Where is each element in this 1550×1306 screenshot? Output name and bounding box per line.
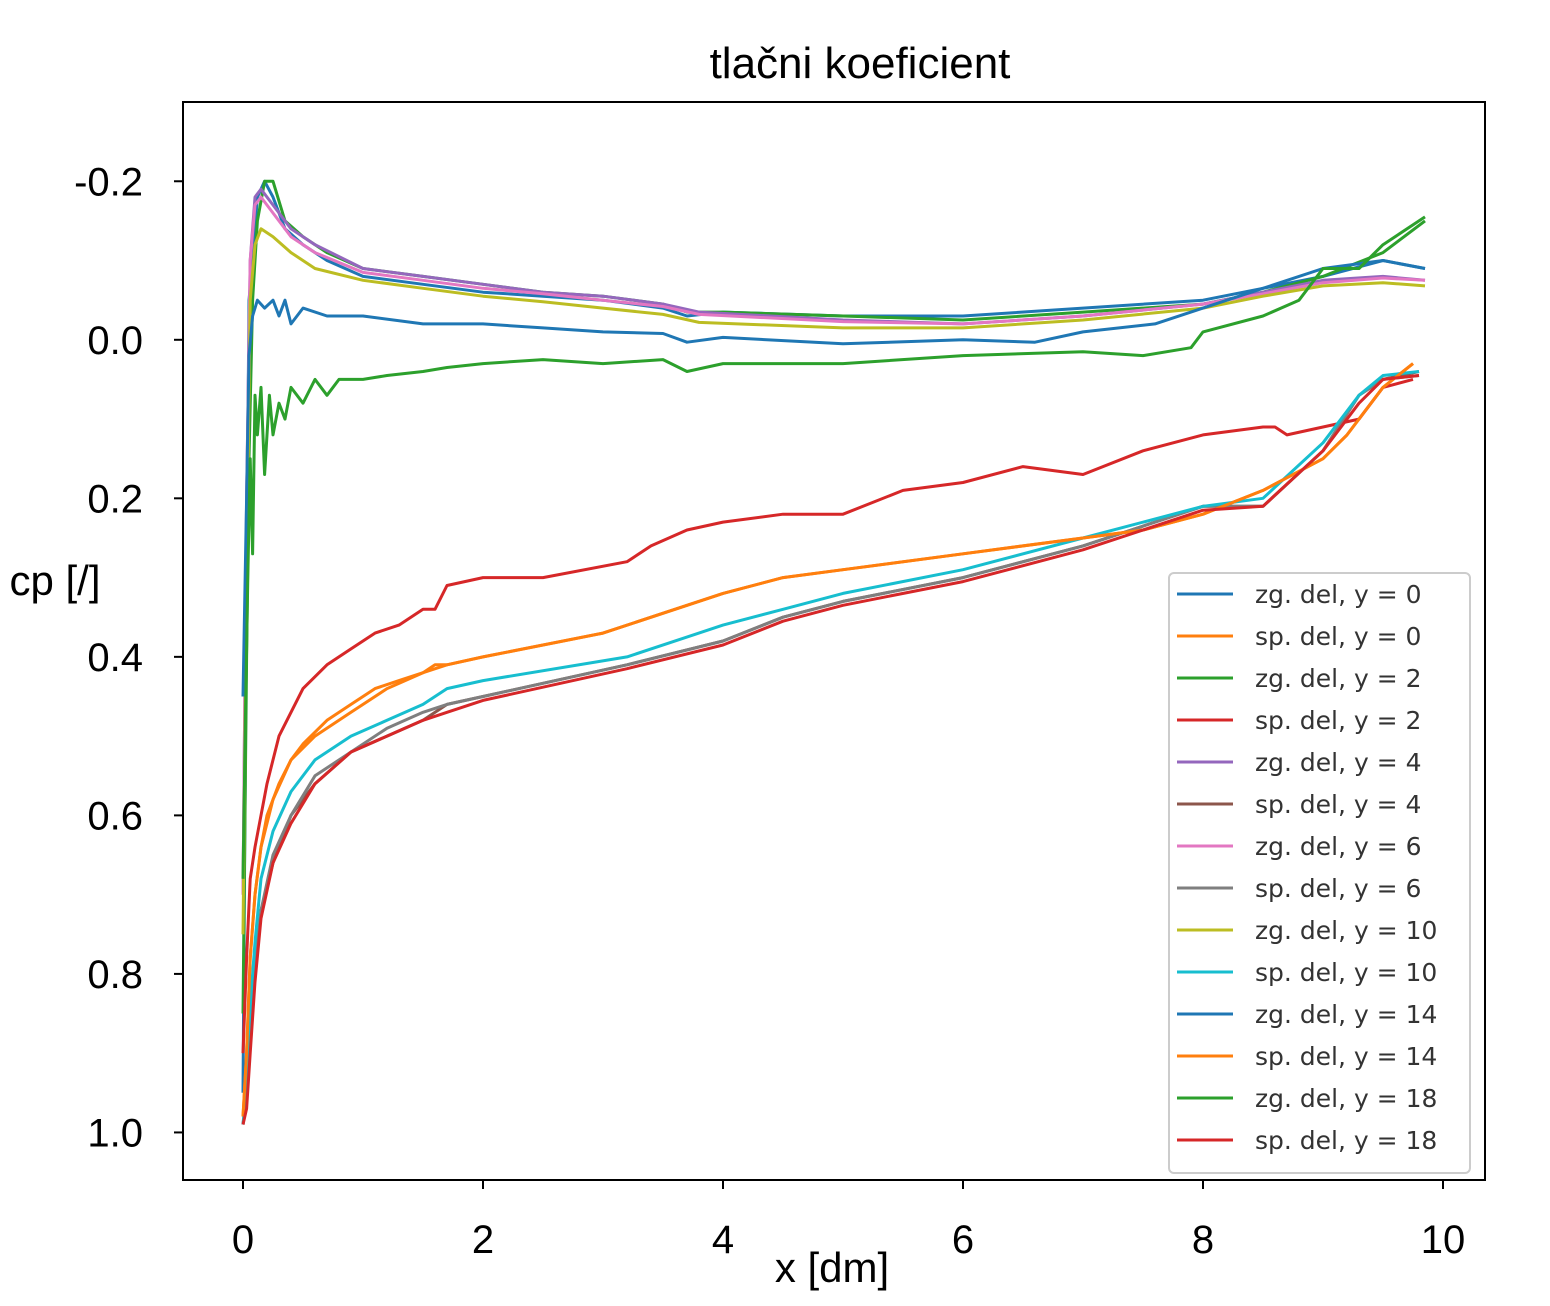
y-tick-label: 0.4 (87, 636, 143, 680)
y-axis-label: cp [/] (9, 557, 100, 604)
x-axis: 0 2 4 6 8 10 (232, 1180, 1465, 1262)
series-line-10 (241, 370, 1420, 1125)
y-tick-label: 0.6 (87, 794, 143, 838)
legend-entry-label: zg. del, y = 4 (1255, 748, 1422, 777)
legend-entry-label: sp. del, y = 18 (1255, 1126, 1437, 1155)
x-axis-label: x [dm] (775, 1244, 889, 1291)
x-tick-label: 10 (1421, 1218, 1466, 1262)
series-line-11 (241, 259, 1426, 697)
series-line-9 (241, 227, 1426, 935)
y-tick-label: 0.2 (87, 477, 143, 521)
legend-entry-label: zg. del, y = 18 (1255, 1084, 1437, 1113)
legend-entry-label: zg. del, y = 10 (1255, 916, 1437, 945)
x-tick-label: 8 (1192, 1218, 1214, 1262)
legend-entry-label: zg. del, y = 14 (1255, 1000, 1437, 1029)
x-tick-label: 4 (712, 1218, 734, 1262)
legend-entry-label: sp. del, y = 10 (1255, 958, 1437, 987)
y-tick-label: -0.2 (74, 160, 143, 204)
legend-entry-label: zg. del, y = 6 (1255, 832, 1422, 861)
legend-box (1168, 572, 1471, 1174)
y-tick-label: 0.0 (87, 319, 143, 363)
series-line-4 (241, 377, 1414, 1054)
y-tick-label: 1.0 (87, 1111, 143, 1155)
y-tick-label: 0.8 (87, 953, 143, 997)
legend: zg. del, y = 0 sp. del, y = 0 zg. del, y =… (1168, 572, 1471, 1174)
series-layer (241, 179, 1426, 1125)
legend-entry-label: sp. del, y = 0 (1255, 622, 1421, 651)
legend-entry-label: sp. del, y = 14 (1255, 1042, 1437, 1071)
x-tick-label: 2 (472, 1218, 494, 1262)
plot-frame (182, 101, 1486, 1181)
x-tick-label: 0 (232, 1218, 254, 1262)
y-axis: -0.2 0.0 0.2 0.4 0.6 0.8 1.0 (74, 160, 183, 1155)
legend-entry-label: zg. del, y = 2 (1255, 664, 1422, 693)
legend-entry-label: sp. del, y = 2 (1255, 706, 1421, 735)
legend-entry-label: sp. del, y = 4 (1255, 790, 1421, 819)
series-line-13 (241, 215, 1426, 879)
legend-entry-label: zg. del, y = 0 (1255, 580, 1422, 609)
x-tick-label: 6 (952, 1218, 974, 1262)
chart-title: tlačni koeficient (710, 39, 1011, 88)
series-line-14 (241, 374, 1420, 1125)
legend-entry-label: sp. del, y = 6 (1255, 874, 1421, 903)
